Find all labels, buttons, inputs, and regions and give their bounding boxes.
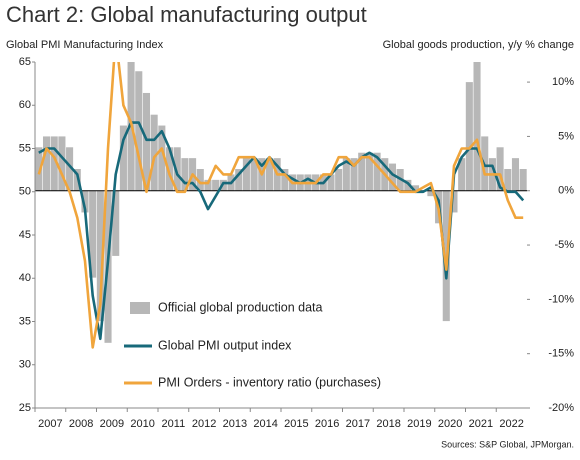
bar <box>196 169 204 191</box>
bar <box>235 169 243 191</box>
bar <box>327 174 335 191</box>
bar <box>411 185 420 191</box>
bar <box>58 136 66 191</box>
legend-swatch <box>130 302 150 314</box>
bar <box>158 125 166 191</box>
legend-label: Global PMI output index <box>158 338 292 352</box>
bar <box>135 71 143 191</box>
bar <box>450 190 458 213</box>
x-tick-label: 2007 <box>38 418 62 430</box>
bar <box>150 114 158 191</box>
bar <box>427 190 435 197</box>
bar <box>350 158 358 191</box>
bar <box>142 92 151 191</box>
y-tick-label: 35 <box>19 315 31 327</box>
bar <box>373 152 381 191</box>
bar <box>511 158 520 191</box>
x-tick-label: 2012 <box>192 418 216 430</box>
x-tick-label: 2013 <box>223 418 247 430</box>
x-tick-label: 2017 <box>346 418 370 430</box>
y2-tick-label: -5% <box>554 239 574 251</box>
bar <box>89 190 97 278</box>
bar <box>335 169 343 191</box>
bar <box>96 190 104 322</box>
x-tick-label: 2008 <box>69 418 93 430</box>
bar <box>250 158 258 191</box>
bar <box>165 147 174 191</box>
bar <box>473 62 481 191</box>
bar <box>465 82 473 191</box>
y2-tick-label: 5% <box>558 130 574 142</box>
bar <box>342 158 350 191</box>
y-tick-label: 30 <box>19 359 31 371</box>
bar <box>365 152 373 191</box>
x-tick-label: 2009 <box>100 418 124 430</box>
y-tick-label: 40 <box>19 272 31 284</box>
bar <box>281 169 289 191</box>
x-tick-label: 2019 <box>407 418 431 430</box>
bar <box>50 136 58 191</box>
bar <box>242 158 250 191</box>
bar <box>212 179 220 191</box>
bar <box>388 163 397 191</box>
y-axis-title: Global PMI Manufacturing Index <box>6 39 164 51</box>
y2-tick-label: 0% <box>558 185 574 197</box>
bar <box>358 152 366 191</box>
bar <box>504 169 512 191</box>
x-tick-label: 2020 <box>438 418 462 430</box>
y-tick-label: 25 <box>19 402 31 414</box>
line-series <box>37 62 524 349</box>
bar <box>173 147 181 191</box>
legend-label: Official global production data <box>158 300 323 314</box>
bar <box>265 158 274 191</box>
x-tick-label: 2015 <box>284 418 308 430</box>
y2-tick-label: -20% <box>548 402 574 414</box>
legend-label: PMI Orders - inventory ratio (purchases) <box>158 375 381 389</box>
y-tick-label: 45 <box>19 229 31 241</box>
x-tick-label: 2021 <box>469 418 493 430</box>
bar <box>204 179 212 191</box>
bar <box>181 158 189 191</box>
y-tick-label: 65 <box>19 56 31 68</box>
y-tick-label: 55 <box>19 142 31 154</box>
chart-title: Chart 2: Global manufacturing output <box>6 2 367 27</box>
bar <box>66 147 74 191</box>
x-tick-label: 2018 <box>376 418 400 430</box>
y2-tick-label: -15% <box>548 348 574 360</box>
bar <box>112 190 120 256</box>
bar <box>81 190 89 213</box>
x-tick-label: 2014 <box>253 418 277 430</box>
y2-axis-title: Global goods production, y/y % change <box>383 39 574 51</box>
y2-tick-label: -10% <box>548 293 574 305</box>
x-tick-label: 2016 <box>315 418 339 430</box>
bar <box>519 169 527 191</box>
y2-tick-label: 10% <box>552 76 574 88</box>
x-tick-label: 2022 <box>499 418 523 430</box>
bar <box>42 136 51 191</box>
bar <box>404 179 412 191</box>
y-tick-label: 60 <box>19 99 31 111</box>
bar <box>119 125 127 191</box>
x-tick-label: 2011 <box>162 418 186 430</box>
bar <box>35 147 43 191</box>
y-tick-label: 50 <box>19 186 31 198</box>
x-tick-label: 2010 <box>130 418 154 430</box>
bar <box>496 147 504 191</box>
bar <box>458 158 466 191</box>
source: Sources: S&P Global, JPMorgan. <box>441 439 574 449</box>
